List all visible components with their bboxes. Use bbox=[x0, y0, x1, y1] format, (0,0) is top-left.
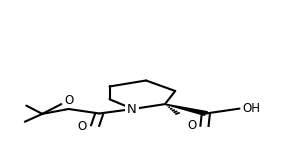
Text: O: O bbox=[188, 119, 197, 132]
Text: OH: OH bbox=[242, 102, 260, 115]
Text: O: O bbox=[77, 120, 86, 133]
Polygon shape bbox=[165, 104, 207, 115]
Text: N: N bbox=[127, 103, 137, 116]
Text: O: O bbox=[64, 94, 73, 107]
